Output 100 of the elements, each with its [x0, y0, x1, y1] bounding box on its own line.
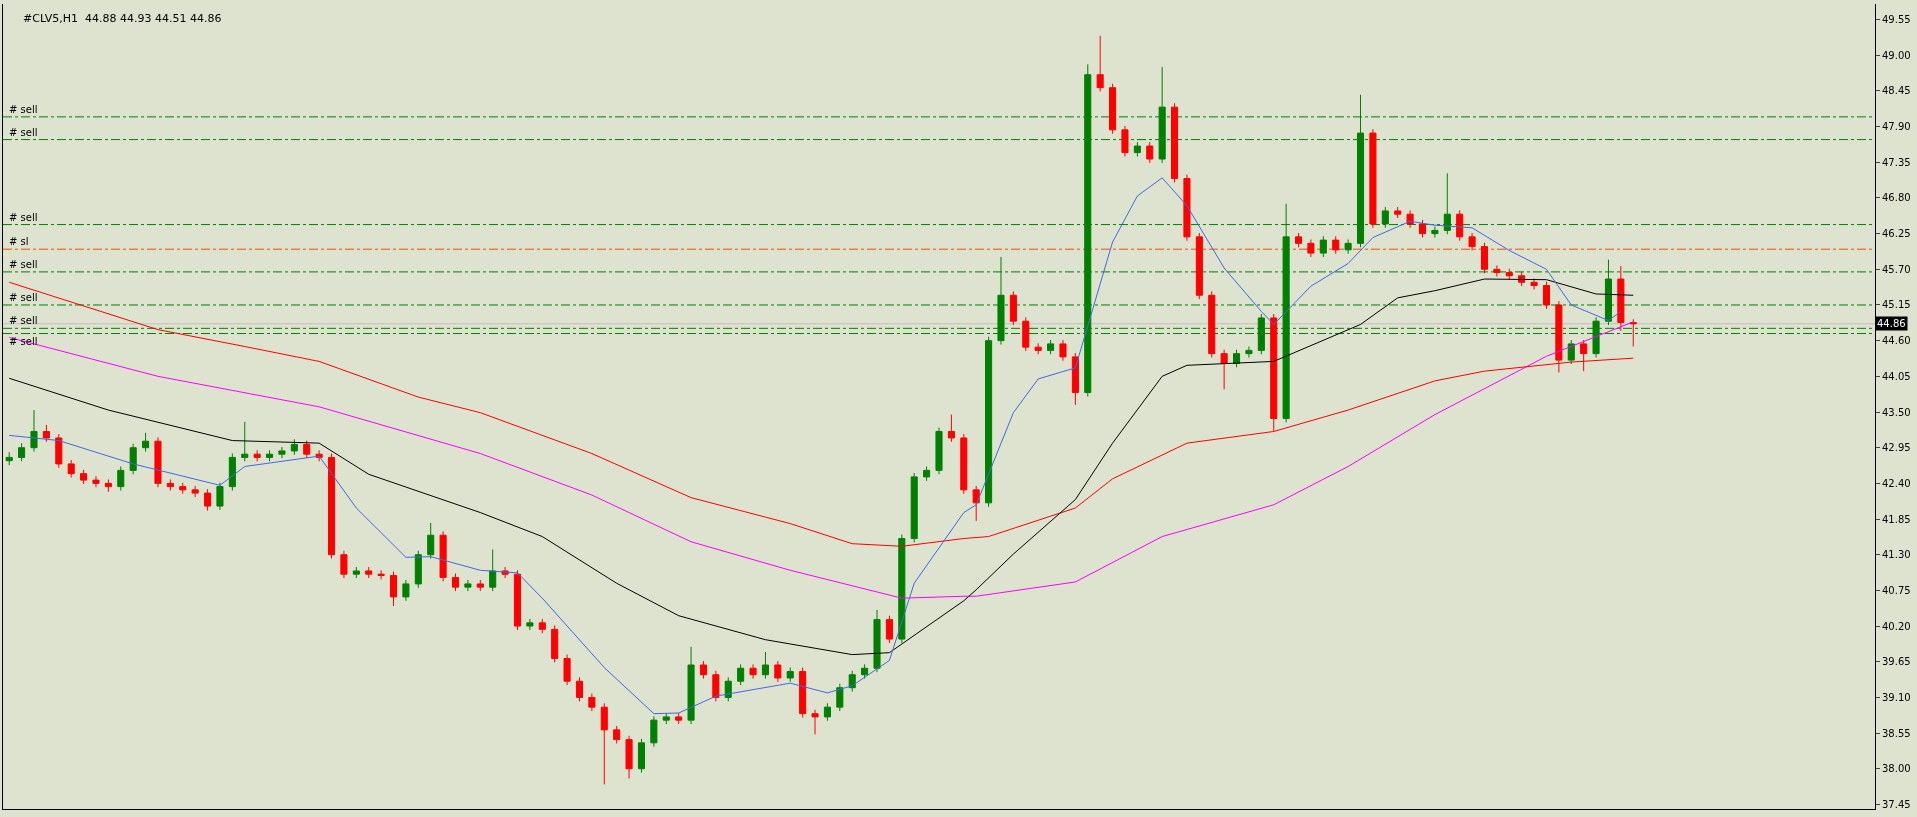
y-tick-label: 45.15 [1882, 299, 1911, 311]
candlestick [179, 482, 187, 495]
y-tick-label: 48.45 [1882, 85, 1911, 97]
candlestick [476, 579, 484, 592]
candlestick [129, 443, 137, 475]
candlestick [489, 549, 497, 592]
candlestick [290, 438, 298, 456]
candlestick [1047, 339, 1055, 355]
candlestick [1555, 300, 1563, 373]
candlestick [104, 478, 112, 493]
candlestick [947, 414, 955, 443]
candlestick [241, 421, 249, 462]
ref-line-label: # sell [9, 104, 38, 115]
candlestick [526, 618, 534, 631]
candlestick [563, 654, 571, 686]
y-tick-label: 41.30 [1882, 549, 1911, 561]
candlestick [1418, 219, 1427, 239]
candlestick [253, 449, 261, 462]
y-tick-label: 42.95 [1882, 442, 1911, 454]
line-series [8, 278, 1634, 656]
candlestick [737, 663, 745, 686]
line-series [8, 281, 1634, 547]
candlestick [216, 482, 224, 511]
candlestick [1530, 277, 1538, 290]
line-series [8, 177, 1622, 715]
candlestick [662, 712, 670, 725]
y-tick-label: 38.00 [1882, 763, 1911, 775]
candlestick [575, 676, 584, 702]
candlestick [786, 667, 794, 683]
y-tick-label: 42.40 [1882, 477, 1911, 489]
candlestick [18, 442, 26, 462]
candlestick [340, 550, 348, 579]
candlestick [1096, 35, 1104, 93]
candlestick [1183, 174, 1191, 242]
candlestick [1617, 265, 1625, 332]
candlestick [1294, 232, 1303, 248]
candlestick [1332, 235, 1340, 255]
candlestick [749, 663, 757, 680]
candlestick [154, 436, 162, 488]
candlestick [960, 433, 968, 495]
candlestick [1344, 238, 1352, 255]
candlestick [365, 566, 373, 579]
candlestick [389, 571, 398, 607]
candlestick [1245, 346, 1253, 359]
candlestick [885, 615, 893, 644]
candlestick [985, 336, 993, 508]
candlestick [1034, 342, 1042, 355]
candlestick [712, 670, 720, 702]
candlestick [1133, 141, 1141, 157]
y-tick-label: 46.80 [1882, 192, 1911, 204]
candlestick [873, 609, 881, 673]
y-tick-label: 39.10 [1882, 691, 1911, 703]
candlestick [637, 738, 645, 774]
candlestick [513, 569, 522, 631]
candlestick [538, 618, 546, 634]
y-tick-label: 37.45 [1882, 798, 1911, 810]
candlestick [1480, 242, 1489, 274]
candlestick [278, 446, 286, 459]
y-tick-label: 44.60 [1882, 335, 1911, 347]
candlestick [427, 522, 435, 560]
candlestick [1456, 209, 1464, 242]
ref-line-label: # sell [9, 292, 38, 303]
candlestick [699, 660, 707, 680]
candlestick [402, 579, 410, 602]
y-tick-label: 43.50 [1882, 406, 1911, 418]
y-tick-label: 49.00 [1882, 49, 1911, 61]
candlestick [92, 475, 100, 488]
candlestick [352, 566, 360, 579]
candlestick [811, 709, 819, 735]
candlestick [1146, 141, 1154, 164]
y-tick-label: 38.55 [1882, 727, 1911, 739]
candlestick [439, 530, 447, 582]
candlestick [910, 472, 918, 543]
candlestick [551, 624, 559, 663]
candlestick [451, 573, 460, 592]
candlestick [1431, 225, 1439, 239]
candlestick [1629, 318, 1637, 347]
y-tick-label: 41.85 [1882, 513, 1911, 525]
candlestick [1195, 232, 1203, 300]
candlestick [1406, 209, 1414, 229]
candlestick [1505, 268, 1513, 281]
candlestick [774, 660, 782, 683]
candlestick [650, 715, 658, 748]
y-tick-label: 40.75 [1882, 584, 1911, 596]
candlestick [1109, 83, 1117, 135]
candlestick [1369, 128, 1377, 229]
candlestick [204, 488, 212, 512]
candlestick [898, 534, 906, 644]
candlestick [588, 693, 596, 712]
candlestick [823, 702, 831, 722]
y-tick-label: 47.90 [1882, 121, 1911, 133]
y-tick-label: 39.65 [1882, 656, 1911, 668]
candlestick [600, 702, 608, 785]
candlestick [1319, 235, 1327, 258]
candlestick [266, 449, 274, 462]
candlestick [327, 453, 336, 560]
candlestick [1208, 290, 1216, 359]
candlestick [55, 433, 63, 469]
y-tick-label: 45.70 [1882, 263, 1911, 275]
candlestick [303, 440, 311, 459]
